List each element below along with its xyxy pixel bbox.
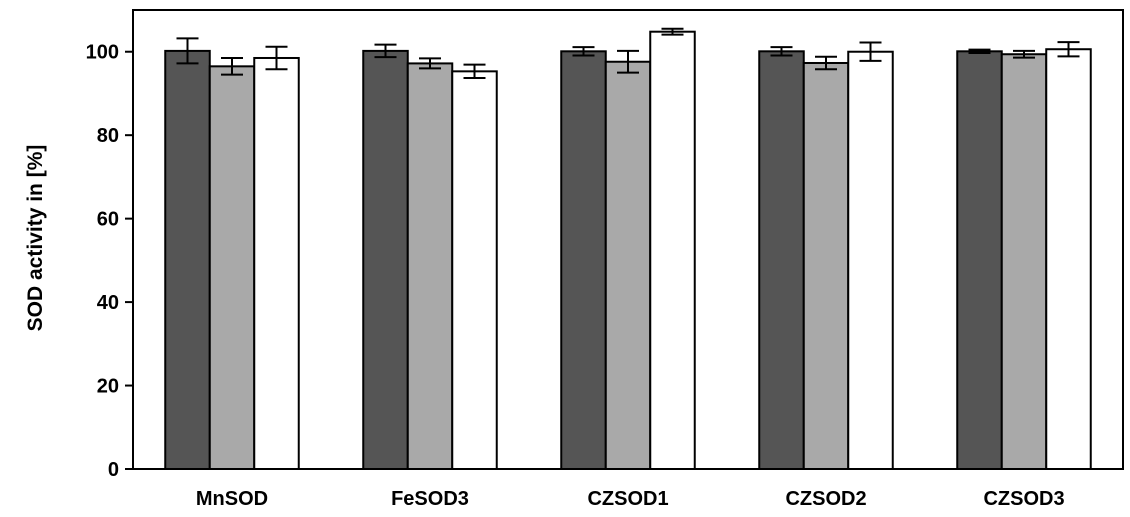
bar-czsod1-series-2 [604,60,652,470]
y-tick-label-20: 20 [97,376,119,398]
bar-mnsod-series-3 [253,56,300,471]
y-tick-label-0: 0 [108,459,119,481]
bars-layer [164,30,1092,471]
bar-czsod3-series-1 [956,50,1003,471]
bar-czsod1-series-1 [560,50,607,471]
x-tick-label-mnsod: MnSOD [196,488,268,510]
y-tick-label-40: 40 [97,292,119,314]
x-tick-label-czsod2: CZSOD2 [785,488,866,510]
x-tick-label-fesod3: FeSOD3 [391,488,469,510]
bar-mnsod-series-2 [208,65,256,470]
bar-czsod2-series-2 [802,61,850,471]
y-tick-label-100: 100 [86,42,119,64]
y-axis-title: SOD activity in [%] [24,145,47,332]
bar-mnsod-series-1 [164,49,211,470]
bar-czsod2-series-1 [758,50,805,471]
bar-fesod3-series-2 [406,62,454,470]
bar-czsod3-series-3 [1045,48,1092,471]
x-tick-label-czsod3: CZSOD3 [983,488,1064,510]
bar-fesod3-series-1 [362,49,409,470]
y-tick-label-80: 80 [97,125,119,147]
error-bars-layer [176,27,1080,80]
bar-czsod2-series-3 [847,50,894,471]
bar-fesod3-series-3 [451,70,498,471]
axes-layer: MnSOD FeSOD3 CZSOD1 CZSOD2 CZSOD3 0 20 40 60 80 10… [86,9,1124,510]
y-tick-label-60: 60 [97,209,119,231]
bar-czsod1-series-3 [649,30,696,470]
bar-czsod3-series-2 [1000,53,1048,471]
x-tick-label-czsod1: CZSOD1 [587,488,668,510]
plot-frame [132,9,1124,470]
